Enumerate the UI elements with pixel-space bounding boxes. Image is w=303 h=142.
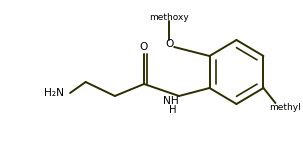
Text: methyl: methyl (269, 103, 301, 111)
Text: NH: NH (163, 96, 179, 106)
Text: H₂N: H₂N (44, 88, 64, 98)
Text: O: O (140, 42, 148, 52)
Text: H: H (168, 105, 176, 115)
Text: O: O (165, 39, 174, 49)
Text: methoxy: methoxy (149, 12, 189, 21)
